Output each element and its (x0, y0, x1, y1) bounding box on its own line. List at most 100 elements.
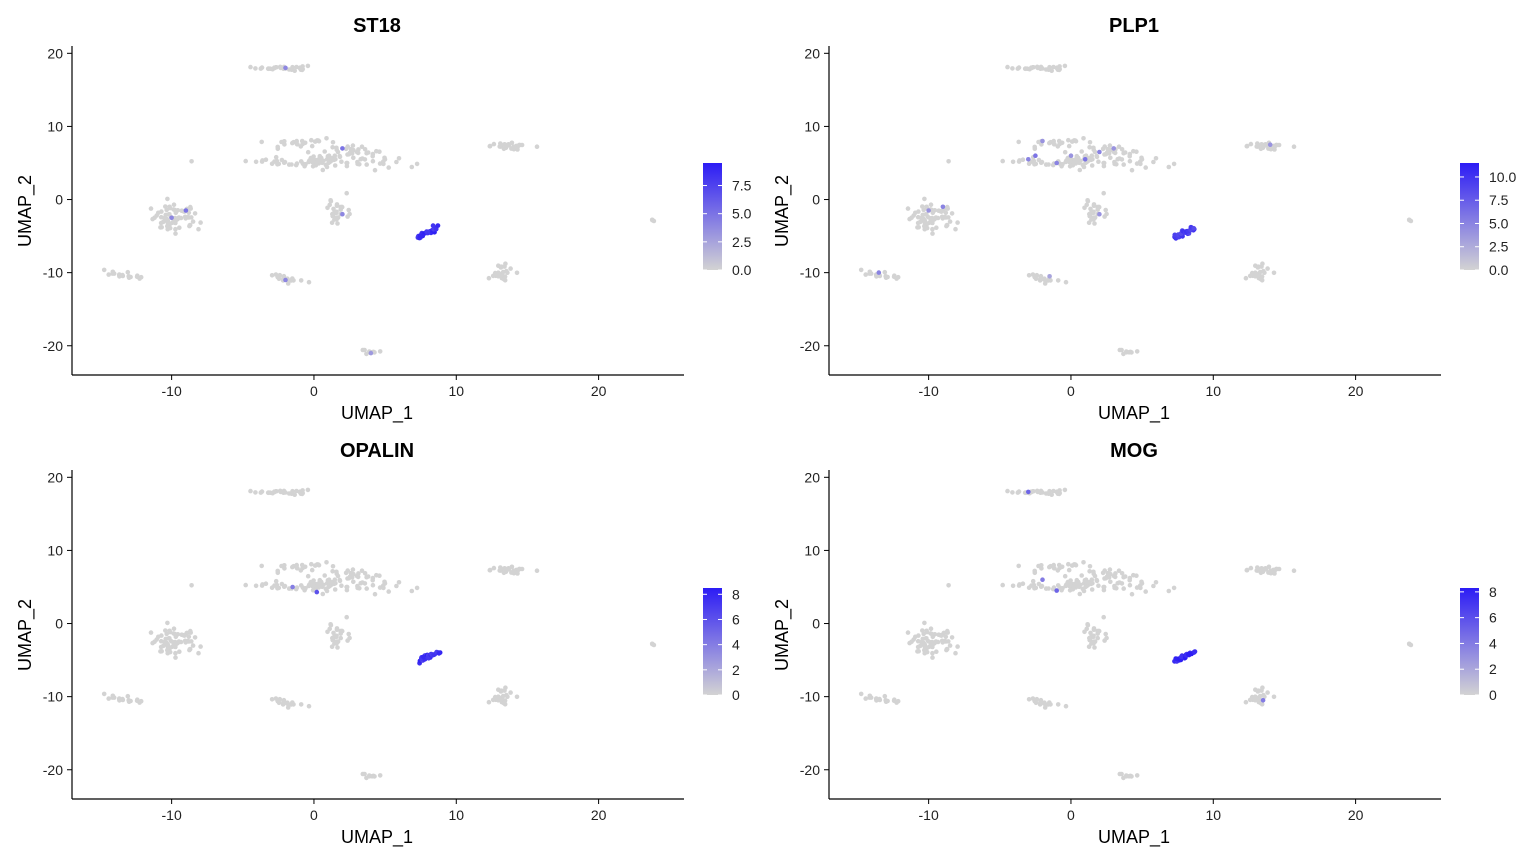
cell-point (1112, 150, 1118, 156)
cell-point (930, 231, 935, 236)
legend-color-bar (1460, 588, 1479, 695)
y-axis-label: UMAP_2 (15, 599, 36, 671)
cell-point (1065, 582, 1070, 587)
cell-point (1124, 349, 1129, 354)
panel-title: PLP1 (1109, 15, 1159, 37)
cell-point (295, 142, 300, 147)
x-axis-label: UMAP_1 (341, 827, 413, 848)
x-tick-label: 10 (448, 807, 464, 823)
cell-point (1016, 563, 1021, 569)
cell-point (328, 622, 333, 627)
cell-point (372, 167, 378, 173)
cell-point (269, 273, 275, 278)
cell-point (171, 202, 177, 207)
cell-point (1102, 568, 1107, 573)
cell-point (320, 167, 326, 173)
cell-point (196, 226, 201, 232)
cell-point (498, 689, 504, 694)
cell-point (1038, 488, 1044, 494)
cell-point (372, 350, 377, 355)
cell-point (106, 696, 111, 701)
cell-point (344, 614, 350, 620)
cell-point (172, 631, 178, 637)
cell-point (330, 140, 336, 145)
cell-point (305, 487, 311, 493)
cell-point (318, 579, 324, 585)
cell-point (1112, 574, 1118, 580)
cell-point (359, 144, 365, 149)
cell-point (497, 695, 502, 700)
cell-point (502, 566, 507, 571)
cell-point (1016, 159, 1022, 164)
cell-point (1032, 146, 1038, 152)
cell-point (882, 269, 888, 275)
cell-point (164, 207, 169, 213)
cell-point (921, 216, 926, 222)
cell-point (302, 163, 307, 169)
x-tick-label: -10 (919, 383, 939, 399)
cell-point (345, 568, 351, 573)
cell-point (1066, 561, 1071, 567)
cell-point (858, 691, 864, 697)
cell-point (318, 155, 324, 161)
cell-point (916, 225, 921, 230)
cell-point (355, 574, 361, 580)
cell-point (386, 165, 392, 170)
cell-point (1005, 64, 1010, 70)
cell-point (302, 587, 307, 593)
cell-point (1171, 161, 1177, 167)
cell-point (334, 209, 339, 215)
y-tick-label: 20 (47, 469, 63, 485)
y-tick-label: -10 (800, 689, 820, 705)
cell-point (282, 566, 287, 571)
cell-point (1081, 560, 1086, 565)
cell-point (511, 568, 516, 573)
cell-point (1091, 627, 1097, 633)
cell-point (1254, 695, 1259, 700)
cell-point (877, 697, 883, 703)
cell-point (858, 267, 864, 273)
cell-point (312, 139, 318, 144)
cell-point (1103, 207, 1108, 213)
y-tick-label: 10 (47, 118, 63, 134)
cell-point (198, 644, 203, 649)
cell-point (338, 631, 344, 636)
cell-point (137, 700, 142, 705)
cell-point (947, 643, 953, 648)
cell-point (253, 583, 259, 589)
cell-point (182, 633, 187, 638)
cell-point (915, 220, 921, 226)
cell-point (345, 144, 351, 149)
cell-point (294, 64, 299, 70)
cell-point (894, 700, 899, 705)
cell-point (1087, 635, 1092, 641)
cell-point (1153, 156, 1159, 161)
cell-point (276, 161, 282, 167)
cell-point (1080, 586, 1086, 592)
cell-point (1000, 582, 1005, 588)
cell-point-expressing (1047, 274, 1052, 279)
cell-point (1108, 155, 1113, 161)
cell-point (1104, 211, 1109, 217)
cell-point (350, 143, 356, 148)
cell-point (285, 281, 291, 286)
cell-point (172, 215, 178, 221)
cell-point (1010, 583, 1016, 589)
cell-point (275, 570, 281, 576)
cell-point (290, 140, 295, 146)
cell-point (1117, 771, 1123, 777)
cell-point (921, 207, 926, 213)
panel-title: OPALIN (340, 440, 414, 462)
cell-point (1055, 568, 1061, 573)
cell-point (351, 155, 356, 161)
cell-point (364, 162, 370, 167)
cell-point (332, 577, 338, 582)
cell-point (332, 153, 338, 158)
cell-point-expressing (1033, 153, 1038, 158)
axes: -10 0 10 20 -20 -10 0 10 20 (800, 469, 1441, 823)
legend-tick-label: 8 (732, 586, 740, 602)
x-axis-label: UMAP_1 (341, 403, 413, 424)
cell-point (1026, 697, 1032, 702)
cell-point (939, 633, 944, 638)
cell-point (344, 584, 349, 590)
